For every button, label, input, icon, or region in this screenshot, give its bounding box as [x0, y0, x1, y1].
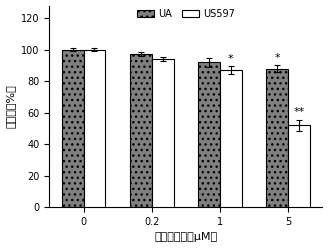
Y-axis label: 粘附率（%）: 粘附率（%） [6, 85, 15, 128]
X-axis label: 化合物浓度（μM）: 化合物浓度（μM） [154, 232, 217, 243]
Bar [198, 62, 220, 207]
Text: *: * [275, 53, 280, 63]
Bar [152, 59, 174, 207]
Text: *: * [228, 54, 234, 64]
Bar [288, 125, 310, 207]
Legend: UA, US597: UA, US597 [134, 6, 238, 22]
Bar [266, 68, 288, 207]
Bar [130, 54, 152, 207]
Text: **: ** [294, 107, 305, 117]
Bar [62, 50, 84, 207]
Bar [220, 70, 242, 207]
Bar [84, 50, 105, 207]
